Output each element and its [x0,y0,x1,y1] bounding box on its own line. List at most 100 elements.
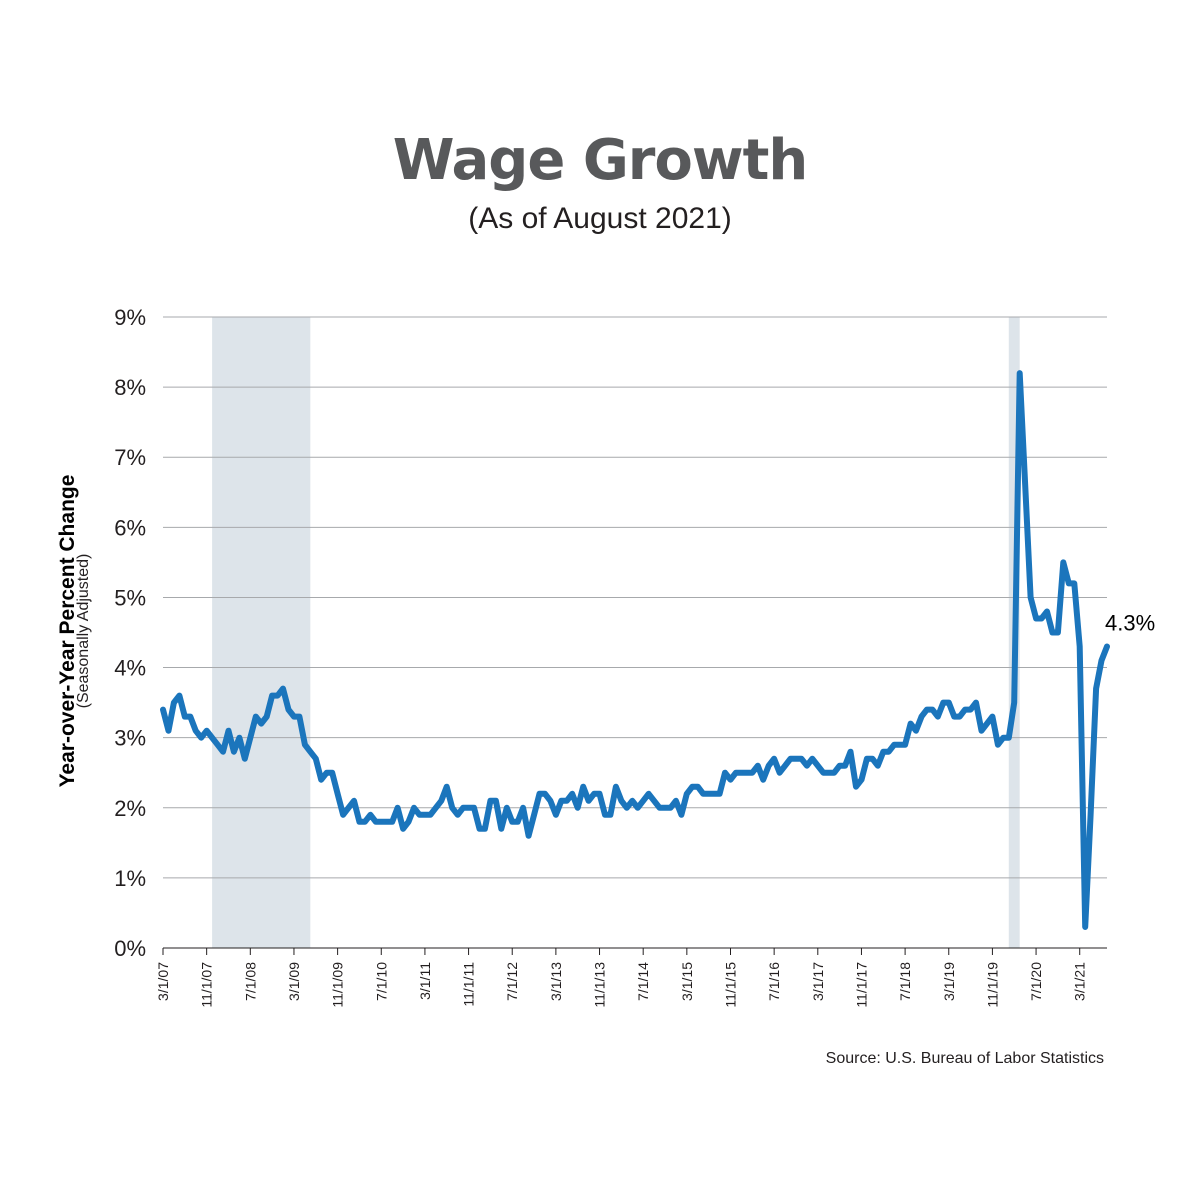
data-point [690,785,694,789]
data-point [838,764,842,768]
x-tick-label: 3/1/11 [417,962,433,1000]
data-point [750,771,754,775]
data-point [1094,687,1098,691]
x-tick-label: 3/1/09 [286,962,302,1001]
data-point [598,792,602,796]
data-point [483,827,487,831]
data-point [510,820,514,824]
data-point [865,757,869,761]
data-point [1050,631,1054,634]
data-point [194,729,198,733]
data-point [281,687,285,691]
data-point [1067,581,1071,585]
data-point [1045,609,1049,613]
data-point [467,806,471,810]
data-point [423,813,427,817]
data-point [1012,701,1016,705]
x-tick-label: 3/1/13 [548,962,564,1001]
data-point [783,764,787,768]
x-tick-label: 11/1/09 [330,962,346,1008]
data-point [745,771,749,775]
data-point [199,736,203,740]
data-point [183,715,187,719]
data-point [701,792,705,796]
data-point [276,694,280,698]
x-tick-label: 11/1/15 [722,962,738,1008]
data-point [226,729,230,733]
y-tick-label: 8% [114,375,146,400]
data-point [1072,581,1076,585]
data-point [767,764,771,768]
data-point [477,827,481,831]
data-point [805,764,809,768]
data-point [821,771,825,775]
data-point [909,722,913,726]
data-point [974,701,978,705]
source-note: Source: U.S. Bureau of Labor Statistics [825,1050,1104,1067]
data-point [521,806,525,810]
data-point [1018,371,1022,375]
data-point [794,757,798,761]
data-point [996,743,1000,747]
y-tick-label: 2% [114,796,146,821]
data-point [734,771,738,775]
x-tick-label: 7/1/18 [897,962,913,1001]
y-tick-label: 7% [114,445,146,470]
gridlines [163,316,1107,949]
data-point [248,736,252,740]
data-point [887,750,891,754]
data-point [870,757,874,761]
data-point [739,771,743,775]
data-point [505,806,509,810]
data-point [538,792,542,796]
data-point [930,708,934,712]
data-point [587,799,591,803]
recession-shading-group [212,317,1020,948]
data-point [674,799,678,803]
data-point [963,708,967,712]
data-point [641,799,645,803]
data-point [772,757,776,761]
data-point [172,701,176,705]
data-point [494,799,498,803]
data-point [1083,925,1087,929]
data-point [876,764,880,768]
data-point [668,806,672,810]
series-group [160,370,1110,930]
y-tick-label: 6% [114,515,146,540]
data-point [1105,645,1109,649]
x-tick-label: 7/1/10 [373,962,389,1001]
data-point [756,764,760,768]
data-point [412,806,416,810]
data-point [658,806,662,810]
data-point [439,799,443,803]
data-point [652,799,656,803]
x-tick-labels: 3/1/07 11/1/07 7/1/08 3/1/09 11/1/09 7/1/10 3/… [155,948,1088,1008]
data-point [461,806,465,810]
data-point [543,792,547,796]
data-point [832,771,836,775]
data-point [849,750,853,754]
data-point [265,715,269,719]
data-point [789,757,793,761]
data-point [379,820,383,824]
data-point [1089,813,1093,817]
data-point [548,799,552,803]
data-point [205,729,209,733]
x-tick-label: 3/1/21 [1072,962,1088,1001]
data-point [385,820,389,824]
data-point [488,799,492,803]
data-point [843,764,847,768]
data-point [914,729,918,733]
data-point [919,715,923,719]
data-point [445,785,449,789]
data-point [576,806,580,810]
data-point [1100,659,1104,663]
data-point [630,799,634,803]
data-point [177,694,181,698]
x-tick-label: 7/1/14 [635,962,651,1001]
data-point [516,820,520,824]
x-tick-label: 7/1/20 [1028,962,1044,1001]
data-point [401,827,405,831]
